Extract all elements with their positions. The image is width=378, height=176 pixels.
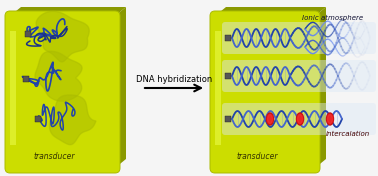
Ellipse shape bbox=[268, 115, 273, 124]
FancyBboxPatch shape bbox=[222, 60, 376, 92]
Ellipse shape bbox=[327, 115, 333, 124]
Ellipse shape bbox=[297, 115, 302, 124]
Text: DNA hybridization: DNA hybridization bbox=[136, 75, 212, 84]
Ellipse shape bbox=[296, 113, 304, 125]
FancyBboxPatch shape bbox=[5, 11, 120, 173]
FancyBboxPatch shape bbox=[210, 11, 320, 173]
Ellipse shape bbox=[266, 113, 274, 125]
FancyBboxPatch shape bbox=[35, 116, 41, 122]
Polygon shape bbox=[215, 31, 221, 145]
Polygon shape bbox=[215, 7, 326, 16]
Text: transducer: transducer bbox=[236, 152, 278, 161]
Polygon shape bbox=[50, 95, 96, 145]
FancyBboxPatch shape bbox=[225, 35, 231, 41]
FancyBboxPatch shape bbox=[222, 103, 376, 135]
FancyBboxPatch shape bbox=[225, 73, 231, 79]
Polygon shape bbox=[315, 7, 326, 168]
FancyBboxPatch shape bbox=[23, 76, 29, 82]
Polygon shape bbox=[115, 7, 126, 168]
Polygon shape bbox=[36, 11, 89, 62]
Polygon shape bbox=[35, 51, 82, 101]
FancyBboxPatch shape bbox=[25, 31, 31, 37]
FancyBboxPatch shape bbox=[222, 22, 376, 54]
Polygon shape bbox=[10, 31, 16, 145]
Text: Ionic atmosphere: Ionic atmosphere bbox=[302, 15, 364, 21]
Polygon shape bbox=[10, 7, 126, 16]
Ellipse shape bbox=[327, 113, 333, 125]
FancyBboxPatch shape bbox=[225, 116, 231, 122]
Text: intercalation: intercalation bbox=[326, 131, 370, 137]
Text: transducer: transducer bbox=[33, 152, 75, 161]
